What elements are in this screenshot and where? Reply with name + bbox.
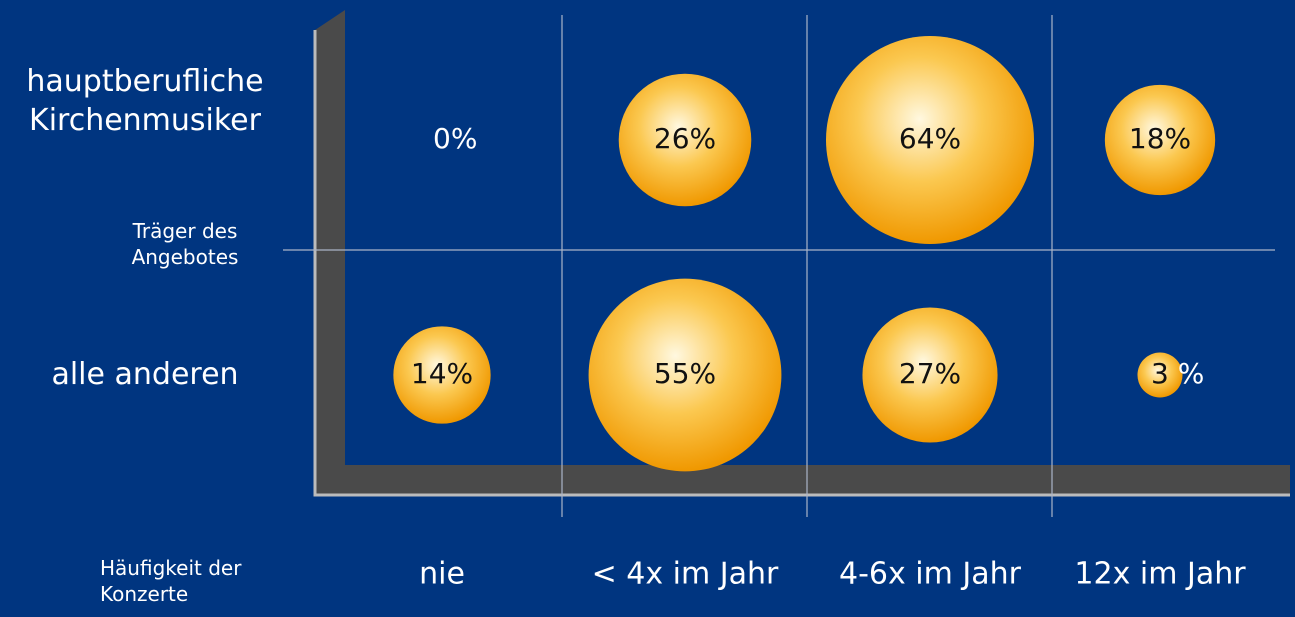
data-label: 55% <box>654 357 716 390</box>
bubble <box>1104 84 1216 196</box>
x-tick-label: 4-6x im Jahr <box>839 557 1022 592</box>
grid <box>283 15 1275 517</box>
data-label: 18% <box>1129 122 1191 155</box>
bubble <box>826 36 1034 244</box>
row-label: hauptberufliche Kirchenmusiker <box>26 64 264 138</box>
bubble <box>618 73 752 207</box>
bubble <box>1137 352 1183 398</box>
x-tick-label: 12x im Jahr <box>1074 557 1246 592</box>
x-tick-label: nie <box>419 557 465 592</box>
bubble <box>862 307 998 443</box>
bubble <box>588 278 782 472</box>
row-label: alle anderen <box>51 357 239 392</box>
x-tick-label: < 4x im Jahr <box>592 557 779 592</box>
data-label: 3 % <box>1151 357 1204 390</box>
y-axis-title: Träger des Angebotes <box>131 219 239 269</box>
x-axis-title: Häufigkeit der Konzerte <box>100 556 242 606</box>
data-label: 64% <box>899 122 961 155</box>
data-label: 0% <box>433 122 477 155</box>
axis-frame <box>313 10 1290 497</box>
data-label: 14% <box>411 357 473 390</box>
data-label: 26% <box>654 122 716 155</box>
bubble <box>393 326 491 424</box>
data-label: 27% <box>899 357 961 390</box>
